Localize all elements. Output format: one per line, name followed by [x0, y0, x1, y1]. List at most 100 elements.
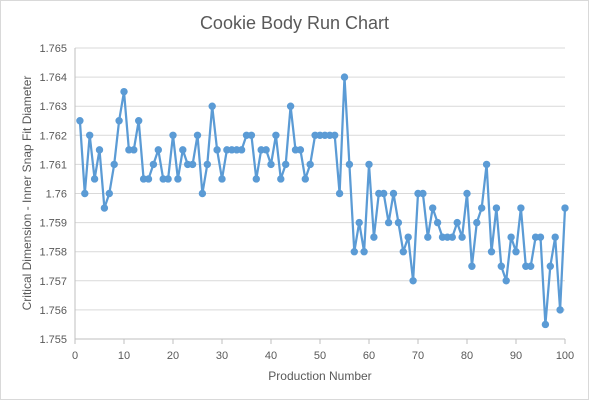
- data-point: [149, 160, 158, 169]
- data-point: [517, 204, 525, 212]
- data-point: [512, 248, 520, 256]
- data-point: [546, 262, 554, 270]
- data-point: [340, 73, 349, 81]
- x-tick-label: 70: [412, 350, 424, 362]
- data-point: [81, 189, 89, 198]
- data-point: [541, 320, 550, 329]
- x-tick-label: 20: [167, 350, 179, 362]
- data-point: [296, 146, 305, 154]
- x-axis-label: Production Number: [268, 369, 371, 383]
- data-point: [272, 131, 280, 140]
- data-point: [86, 131, 94, 140]
- data-point: [164, 175, 172, 183]
- series-line: [78, 75, 567, 326]
- y-tick-label: 1.756: [39, 305, 67, 317]
- data-point: [502, 277, 510, 285]
- data-point: [95, 146, 104, 154]
- data-point: [365, 160, 373, 169]
- data-point: [208, 102, 216, 110]
- x-tick-label: 60: [363, 350, 375, 362]
- data-point: [448, 233, 456, 241]
- data-point: [527, 262, 535, 270]
- data-point: [252, 175, 260, 183]
- data-point: [468, 262, 476, 270]
- data-point: [433, 218, 442, 227]
- data-point: [282, 160, 290, 169]
- data-point: [473, 218, 481, 227]
- data-point: [394, 218, 403, 227]
- data-point: [286, 102, 295, 110]
- data-point: [424, 233, 432, 241]
- data-point: [409, 277, 417, 285]
- y-tick-labels: 1.755 1.756 1.757 1.758 1.759 1.76 1.761 1.762 1…: [39, 43, 67, 346]
- x-tick-label: 100: [556, 350, 574, 362]
- data-point: [179, 146, 187, 154]
- x-tick-labels: 0 10 20 30 40 50 60 70 80 90 100: [72, 350, 574, 362]
- data-point: [399, 248, 407, 256]
- data-point: [218, 175, 226, 183]
- data-point: [536, 233, 545, 241]
- data-point: [384, 218, 393, 227]
- data-point: [193, 131, 202, 140]
- data-point: [174, 175, 182, 183]
- data-point: [306, 160, 314, 169]
- data-point: [350, 248, 358, 256]
- data-point: [135, 117, 143, 125]
- x-tick-label: 90: [510, 350, 522, 362]
- data-point: [105, 189, 114, 198]
- data-point: [154, 146, 163, 154]
- data-point: [497, 262, 505, 270]
- data-point: [213, 146, 221, 154]
- data-point: [198, 189, 207, 198]
- data-point: [404, 233, 412, 241]
- data-point: [277, 175, 285, 183]
- x-tick-label: 0: [72, 350, 78, 362]
- data-point: [419, 189, 427, 198]
- data-point: [492, 204, 501, 212]
- data-point: [100, 204, 109, 212]
- data-point: [551, 233, 559, 241]
- data-point: [487, 248, 496, 256]
- data-point: [267, 160, 275, 169]
- data-point: [331, 131, 339, 140]
- y-tick-label: 1.763: [39, 101, 67, 113]
- data-point: [345, 160, 354, 169]
- data-point: [335, 189, 344, 198]
- data-point: [262, 146, 270, 154]
- data-point: [463, 189, 471, 198]
- data-point: [389, 189, 398, 198]
- y-tick-label: 1.761: [39, 159, 67, 171]
- data-point: [458, 233, 466, 241]
- data-point: [556, 306, 564, 314]
- x-tick-label: 30: [216, 350, 228, 362]
- y-tick-label: 1.764: [39, 72, 67, 84]
- x-tick-label: 50: [314, 350, 326, 362]
- data-point: [301, 175, 309, 183]
- data-point: [478, 204, 486, 212]
- data-point: [115, 117, 123, 125]
- gridlines: [75, 47, 565, 340]
- data-point: [169, 131, 177, 140]
- y-tick-label: 1.765: [39, 43, 67, 55]
- data-point: [90, 175, 99, 183]
- y-tick-label: 1.76: [46, 189, 67, 201]
- data-point: [360, 248, 368, 256]
- data-point: [130, 146, 138, 154]
- data-point: [453, 218, 461, 227]
- x-tick-label: 10: [118, 350, 130, 362]
- y-axis-label: Critical Dimension - Inner Snap Fit Diam…: [20, 76, 34, 311]
- x-tick-label: 80: [461, 350, 473, 362]
- y-tick-label: 1.759: [39, 218, 67, 230]
- data-point: [561, 204, 569, 212]
- data-point: [507, 233, 515, 241]
- y-tick-label: 1.757: [39, 276, 67, 288]
- data-point: [188, 160, 197, 169]
- data-point: [370, 233, 378, 241]
- data-point: [247, 131, 256, 140]
- chart-title: Cookie Body Run Chart: [200, 13, 389, 33]
- data-point: [380, 189, 388, 198]
- data-point: [203, 160, 212, 169]
- y-tick-label: 1.755: [39, 334, 67, 346]
- data-point: [144, 175, 153, 183]
